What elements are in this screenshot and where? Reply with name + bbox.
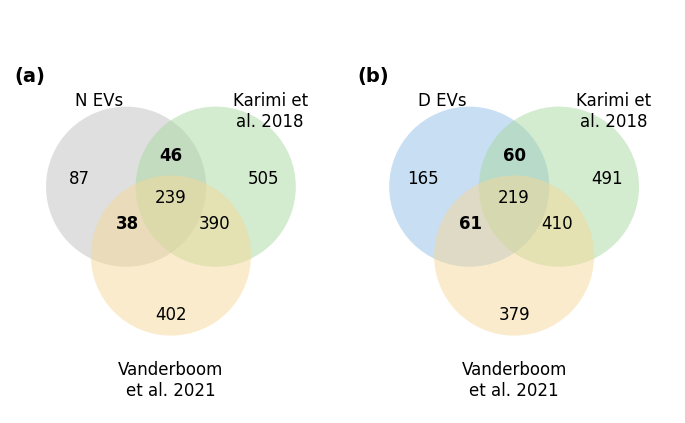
Text: 60: 60	[503, 147, 525, 165]
Circle shape	[389, 107, 549, 267]
Text: 87: 87	[69, 170, 90, 188]
Text: 390: 390	[199, 214, 230, 233]
Text: 219: 219	[498, 189, 530, 207]
Text: 491: 491	[591, 170, 623, 188]
Text: (b): (b)	[357, 66, 389, 85]
Text: N EVs: N EVs	[75, 92, 123, 110]
Circle shape	[434, 176, 594, 335]
Text: Karimi et
al. 2018: Karimi et al. 2018	[233, 92, 308, 131]
Text: 410: 410	[542, 214, 573, 233]
Circle shape	[46, 107, 206, 267]
Circle shape	[479, 107, 639, 267]
Text: 505: 505	[248, 170, 279, 188]
Text: D EVs: D EVs	[418, 92, 466, 110]
Text: 46: 46	[160, 147, 182, 165]
Text: 38: 38	[116, 214, 139, 233]
Text: 379: 379	[498, 306, 530, 324]
Text: 239: 239	[155, 189, 187, 207]
Text: Karimi et
al. 2018: Karimi et al. 2018	[576, 92, 651, 131]
Text: 402: 402	[155, 306, 187, 324]
Text: Vanderboom
et al. 2021: Vanderboom et al. 2021	[462, 361, 566, 400]
Circle shape	[91, 176, 251, 335]
Text: 61: 61	[460, 214, 482, 233]
Text: Vanderboom
et al. 2021: Vanderboom et al. 2021	[119, 361, 223, 400]
Circle shape	[136, 107, 296, 267]
Text: 165: 165	[407, 170, 438, 188]
Text: (a): (a)	[14, 66, 45, 85]
